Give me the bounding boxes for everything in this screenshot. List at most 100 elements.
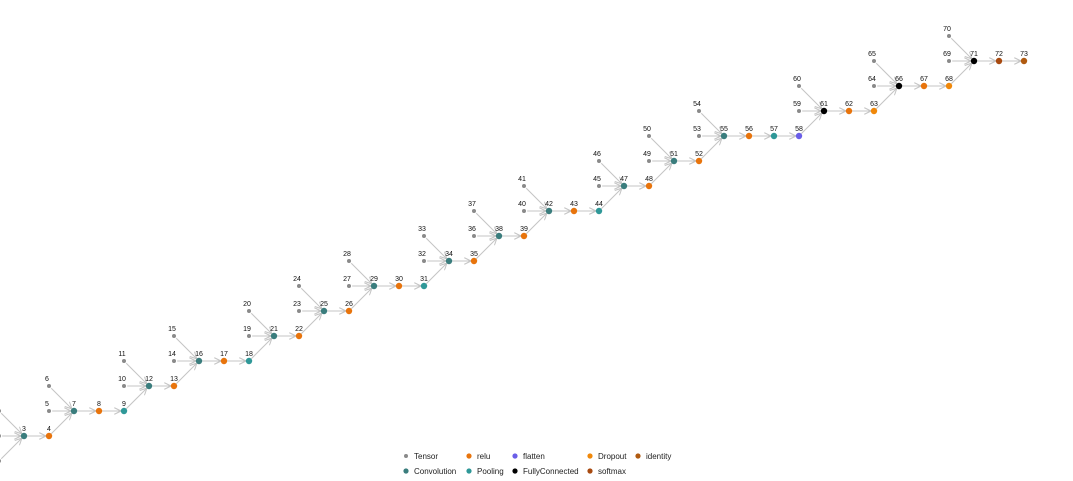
node-4-circle[interactable]	[45, 432, 53, 440]
node-49-circle[interactable]	[647, 159, 651, 163]
node-50[interactable]: 50	[643, 126, 651, 138]
node-0-circle[interactable]	[0, 459, 1, 463]
node-36-circle[interactable]	[472, 234, 476, 238]
node-71-circle[interactable]	[970, 57, 978, 65]
node-12-circle[interactable]	[145, 382, 153, 390]
node-48[interactable]: 48	[645, 176, 653, 190]
node-8-circle[interactable]	[95, 407, 103, 415]
node-11[interactable]: 11	[118, 351, 126, 363]
node-42-circle[interactable]	[545, 207, 553, 215]
node-41[interactable]: 41	[518, 176, 526, 188]
node-13[interactable]: 13	[170, 376, 178, 390]
node-45-circle[interactable]	[597, 184, 601, 188]
node-57[interactable]: 57	[770, 126, 778, 140]
node-26-circle[interactable]	[345, 307, 353, 315]
node-61[interactable]: 61	[820, 101, 828, 115]
node-32-circle[interactable]	[422, 259, 426, 263]
node-9[interactable]: 9	[120, 401, 128, 415]
node-55-circle[interactable]	[720, 132, 728, 140]
node-70[interactable]: 70	[943, 26, 951, 38]
node-71[interactable]: 71	[970, 51, 978, 65]
node-40[interactable]: 40	[518, 201, 526, 213]
node-20-circle[interactable]	[247, 309, 251, 313]
node-4[interactable]: 4	[45, 426, 53, 440]
node-51[interactable]: 51	[670, 151, 678, 165]
node-21[interactable]: 21	[270, 326, 278, 340]
node-7-circle[interactable]	[70, 407, 78, 415]
node-54-circle[interactable]	[697, 109, 701, 113]
node-9-circle[interactable]	[120, 407, 128, 415]
node-46[interactable]: 46	[593, 151, 601, 163]
node-38[interactable]: 38	[495, 226, 503, 240]
node-35-circle[interactable]	[470, 257, 478, 265]
node-15[interactable]: 15	[168, 326, 176, 338]
node-48-circle[interactable]	[645, 182, 653, 190]
node-67[interactable]: 67	[920, 76, 928, 90]
node-49[interactable]: 49	[643, 151, 651, 163]
node-35[interactable]: 35	[470, 251, 478, 265]
node-19-circle[interactable]	[247, 334, 251, 338]
node-30-circle[interactable]	[395, 282, 403, 290]
node-62[interactable]: 62	[845, 101, 853, 115]
node-24[interactable]: 24	[293, 276, 301, 288]
node-53[interactable]: 53	[693, 126, 701, 138]
node-58[interactable]: 58	[795, 126, 803, 140]
node-27-circle[interactable]	[347, 284, 351, 288]
node-57-circle[interactable]	[770, 132, 778, 140]
node-43-circle[interactable]	[570, 207, 578, 215]
node-54[interactable]: 54	[693, 101, 701, 113]
node-34[interactable]: 34	[445, 251, 453, 265]
node-66-circle[interactable]	[895, 82, 903, 90]
node-42[interactable]: 42	[545, 201, 553, 215]
node-51-circle[interactable]	[670, 157, 678, 165]
node-12[interactable]: 12	[145, 376, 153, 390]
node-50-circle[interactable]	[647, 134, 651, 138]
node-28-circle[interactable]	[347, 259, 351, 263]
node-18[interactable]: 18	[245, 351, 253, 365]
node-60-circle[interactable]	[797, 84, 801, 88]
node-53-circle[interactable]	[697, 134, 701, 138]
node-10[interactable]: 10	[118, 376, 126, 388]
node-47-circle[interactable]	[620, 182, 628, 190]
node-40-circle[interactable]	[522, 209, 526, 213]
node-3[interactable]: 3	[20, 426, 28, 440]
node-69[interactable]: 69	[943, 51, 951, 63]
node-29[interactable]: 29	[370, 276, 378, 290]
node-18-circle[interactable]	[245, 357, 253, 365]
node-45[interactable]: 45	[593, 176, 601, 188]
node-66[interactable]: 66	[895, 76, 903, 90]
node-11-circle[interactable]	[122, 359, 126, 363]
node-23[interactable]: 23	[293, 301, 301, 313]
node-59[interactable]: 59	[793, 101, 801, 113]
node-44[interactable]: 44	[595, 201, 603, 215]
node-6[interactable]: 6	[45, 376, 51, 388]
node-39-circle[interactable]	[520, 232, 528, 240]
node-22-circle[interactable]	[295, 332, 303, 340]
node-70-circle[interactable]	[947, 34, 951, 38]
node-69-circle[interactable]	[947, 59, 951, 63]
node-63-circle[interactable]	[870, 107, 878, 115]
node-56-circle[interactable]	[745, 132, 753, 140]
node-38-circle[interactable]	[495, 232, 503, 240]
node-1-circle[interactable]	[0, 434, 1, 438]
node-65-circle[interactable]	[872, 59, 876, 63]
node-21-circle[interactable]	[270, 332, 278, 340]
node-2[interactable]: 2	[0, 401, 1, 413]
node-17-circle[interactable]	[220, 357, 228, 365]
node-72[interactable]: 72	[995, 51, 1003, 65]
node-13-circle[interactable]	[170, 382, 178, 390]
node-68[interactable]: 68	[945, 76, 953, 90]
node-56[interactable]: 56	[745, 126, 753, 140]
node-52-circle[interactable]	[695, 157, 703, 165]
node-25[interactable]: 25	[320, 301, 328, 315]
node-37[interactable]: 37	[468, 201, 476, 213]
node-73[interactable]: 73	[1020, 51, 1028, 65]
node-67-circle[interactable]	[920, 82, 928, 90]
node-27[interactable]: 27	[343, 276, 351, 288]
node-41-circle[interactable]	[522, 184, 526, 188]
node-25-circle[interactable]	[320, 307, 328, 315]
node-33[interactable]: 33	[418, 226, 426, 238]
node-39[interactable]: 39	[520, 226, 528, 240]
node-2-circle[interactable]	[0, 409, 1, 413]
node-14-circle[interactable]	[172, 359, 176, 363]
